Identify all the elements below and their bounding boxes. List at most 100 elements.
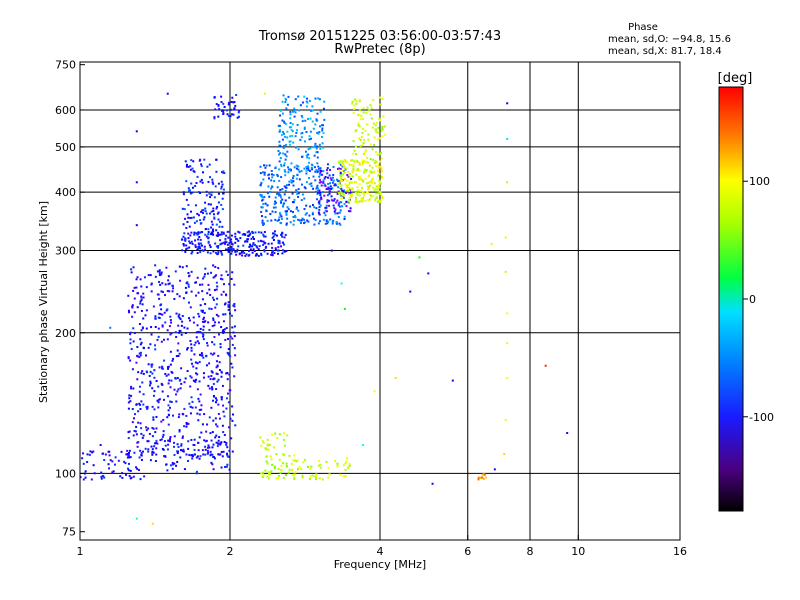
data-point	[296, 192, 299, 195]
data-point	[234, 354, 237, 357]
data-point	[195, 367, 198, 370]
data-point	[218, 108, 221, 111]
data-point	[158, 269, 161, 272]
data-point	[215, 234, 218, 237]
data-point	[103, 476, 106, 479]
data-point	[339, 223, 342, 226]
data-point	[334, 460, 337, 463]
data-point	[209, 176, 212, 179]
data-point	[201, 211, 204, 214]
data-point	[355, 153, 358, 156]
data-point	[274, 196, 277, 199]
data-point	[252, 243, 255, 246]
data-point	[362, 118, 365, 121]
data-point	[206, 292, 209, 295]
data-point	[341, 192, 344, 195]
data-point	[86, 461, 89, 464]
data-point	[137, 410, 140, 413]
data-point	[371, 166, 374, 169]
data-point	[189, 385, 192, 388]
data-point	[303, 126, 306, 129]
data-point	[481, 473, 484, 476]
data-point	[120, 450, 123, 453]
data-point	[161, 367, 164, 370]
data-point	[216, 380, 219, 383]
data-point	[199, 304, 202, 307]
data-point	[217, 412, 220, 415]
data-point	[173, 435, 176, 438]
data-point	[301, 217, 304, 220]
data-point	[198, 353, 201, 356]
data-point	[238, 231, 241, 234]
data-point	[232, 101, 235, 104]
data-point	[362, 196, 365, 199]
data-point	[196, 412, 199, 415]
data-point	[222, 283, 225, 286]
data-point	[190, 358, 193, 361]
data-point	[223, 328, 226, 331]
data-point	[283, 144, 286, 147]
data-point	[213, 324, 216, 327]
data-point	[301, 120, 304, 123]
data-point	[332, 179, 335, 182]
data-point	[280, 201, 283, 204]
data-point	[376, 188, 379, 191]
data-point	[280, 233, 283, 236]
data-point	[376, 138, 379, 141]
data-point	[381, 135, 384, 138]
data-point	[305, 204, 308, 207]
data-point	[361, 161, 364, 164]
data-point	[228, 101, 231, 104]
data-point	[360, 178, 363, 181]
data-point	[345, 191, 348, 194]
data-point	[312, 146, 315, 149]
data-point	[375, 121, 378, 124]
data-point	[185, 291, 188, 294]
data-point	[227, 401, 230, 404]
data-point	[207, 384, 210, 387]
data-point	[323, 211, 326, 214]
data-point	[201, 354, 204, 357]
data-point	[479, 476, 482, 479]
data-point	[130, 271, 133, 274]
data-point	[208, 212, 211, 215]
data-point	[285, 155, 288, 158]
data-point	[191, 242, 194, 245]
data-point	[283, 438, 286, 441]
data-point	[130, 385, 133, 388]
data-point	[249, 232, 252, 235]
data-point	[252, 248, 255, 251]
data-point	[169, 438, 172, 441]
data-point	[190, 346, 193, 349]
data-point	[247, 230, 250, 233]
data-point	[178, 295, 181, 298]
data-point	[140, 329, 143, 332]
data-point	[322, 218, 325, 221]
data-point	[319, 173, 322, 176]
data-point	[197, 449, 200, 452]
data-point	[189, 217, 192, 220]
data-point	[316, 198, 319, 201]
data-point	[219, 220, 222, 223]
data-point	[186, 327, 189, 330]
data-point	[127, 453, 130, 456]
data-point	[144, 314, 147, 317]
data-point	[284, 186, 287, 189]
data-point	[187, 232, 190, 235]
data-point	[180, 443, 183, 446]
data-point	[208, 244, 211, 247]
chart-subtitle: RwPretec (8p)	[334, 42, 425, 57]
data-point	[200, 408, 203, 411]
data-point	[353, 160, 356, 163]
data-point	[218, 417, 221, 420]
data-point	[170, 332, 173, 335]
data-point	[150, 290, 153, 293]
data-point	[352, 163, 355, 166]
data-point	[354, 161, 357, 164]
data-point	[286, 130, 289, 133]
data-point	[316, 151, 319, 154]
data-point	[373, 162, 376, 165]
data-point	[197, 238, 200, 241]
data-point	[234, 309, 237, 312]
data-point	[142, 403, 145, 406]
